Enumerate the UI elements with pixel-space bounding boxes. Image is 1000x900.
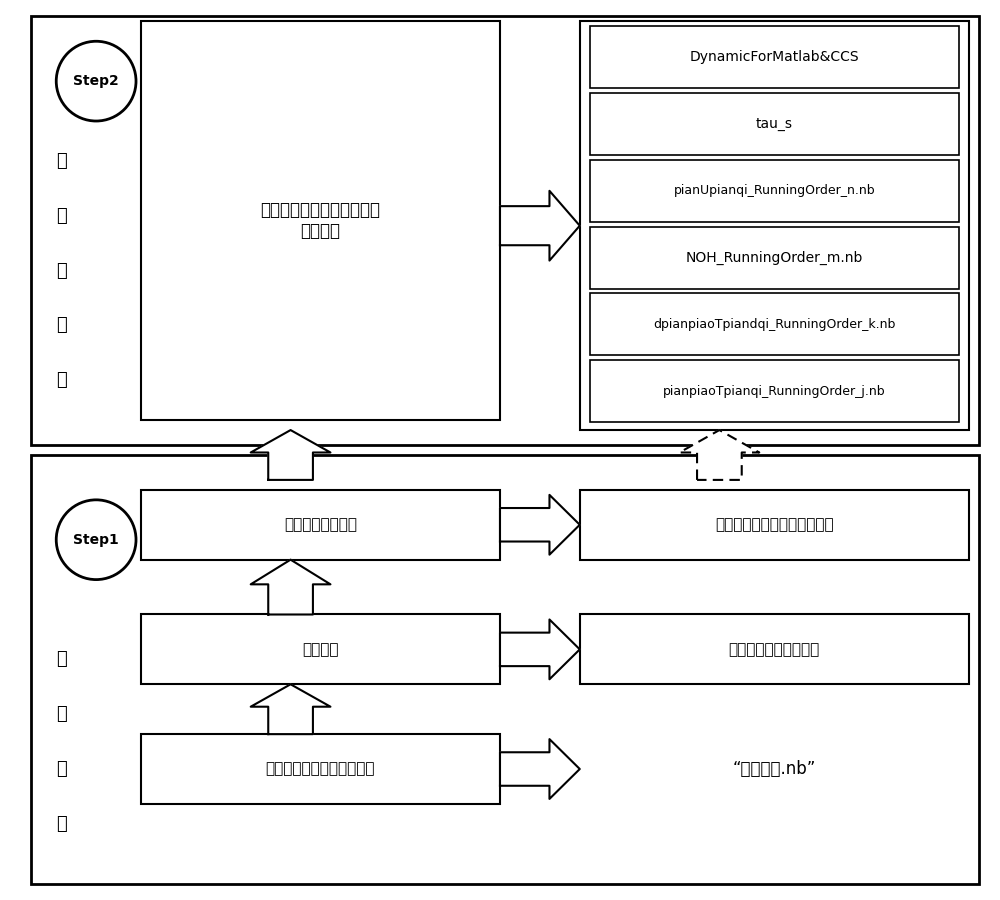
Polygon shape xyxy=(251,560,330,615)
Bar xyxy=(590,160,959,221)
Text: “对象名称.nb”: “对象名称.nb” xyxy=(733,760,816,778)
Text: pianpiaoTpianqi_RunningOrder_j.nb: pianpiaoTpianqi_RunningOrder_j.nb xyxy=(663,384,886,398)
Bar xyxy=(141,615,500,684)
Bar xyxy=(590,227,959,289)
Polygon shape xyxy=(500,739,580,799)
Text: 系统坐标系、广义坐标分析: 系统坐标系、广义坐标分析 xyxy=(266,761,375,777)
Text: 角速度、质心速度、质心高度: 角速度、质心速度、质心高度 xyxy=(715,518,834,532)
Bar xyxy=(580,22,969,430)
Bar xyxy=(31,16,979,445)
Text: 建: 建 xyxy=(56,317,67,335)
Text: 统: 统 xyxy=(56,706,67,724)
Polygon shape xyxy=(680,430,759,480)
Bar xyxy=(580,490,969,560)
Bar xyxy=(141,22,500,420)
Bar xyxy=(31,455,979,884)
Bar xyxy=(590,26,959,88)
Text: tau_s: tau_s xyxy=(756,117,793,131)
Text: NOH_RunningOrder_m.nb: NOH_RunningOrder_m.nb xyxy=(686,250,863,265)
Text: 化: 化 xyxy=(56,262,67,280)
Text: 动能、力函数分析: 动能、力函数分析 xyxy=(284,518,357,532)
Bar xyxy=(590,93,959,155)
Polygon shape xyxy=(500,495,580,554)
Text: 分: 分 xyxy=(56,760,67,778)
Bar xyxy=(590,293,959,356)
Text: 机械化动力学建模与动力学
模型输出: 机械化动力学建模与动力学 模型输出 xyxy=(260,202,380,240)
Text: DynamicForMatlab&CCS: DynamicForMatlab&CCS xyxy=(689,50,859,64)
Text: 完整约束、非完整约束: 完整约束、非完整约束 xyxy=(729,642,820,657)
Bar xyxy=(580,615,969,684)
Polygon shape xyxy=(500,619,580,680)
Polygon shape xyxy=(251,430,330,480)
Text: 析: 析 xyxy=(56,814,67,832)
Bar xyxy=(141,490,500,560)
Text: pianUpianqi_RunningOrder_n.nb: pianUpianqi_RunningOrder_n.nb xyxy=(673,184,875,197)
Polygon shape xyxy=(251,684,330,734)
Text: Step2: Step2 xyxy=(73,74,119,88)
Bar xyxy=(590,360,959,422)
Text: 械: 械 xyxy=(56,207,67,225)
Text: 系: 系 xyxy=(56,651,67,669)
Text: dpianpiaoTpiandqi_RunningOrder_k.nb: dpianpiaoTpiandqi_RunningOrder_k.nb xyxy=(653,318,895,331)
Text: Step1: Step1 xyxy=(73,533,119,546)
Polygon shape xyxy=(500,191,580,261)
Bar xyxy=(141,734,500,804)
Text: 机: 机 xyxy=(56,152,67,170)
Text: 约束分析: 约束分析 xyxy=(302,642,339,657)
Text: 模: 模 xyxy=(56,371,67,389)
